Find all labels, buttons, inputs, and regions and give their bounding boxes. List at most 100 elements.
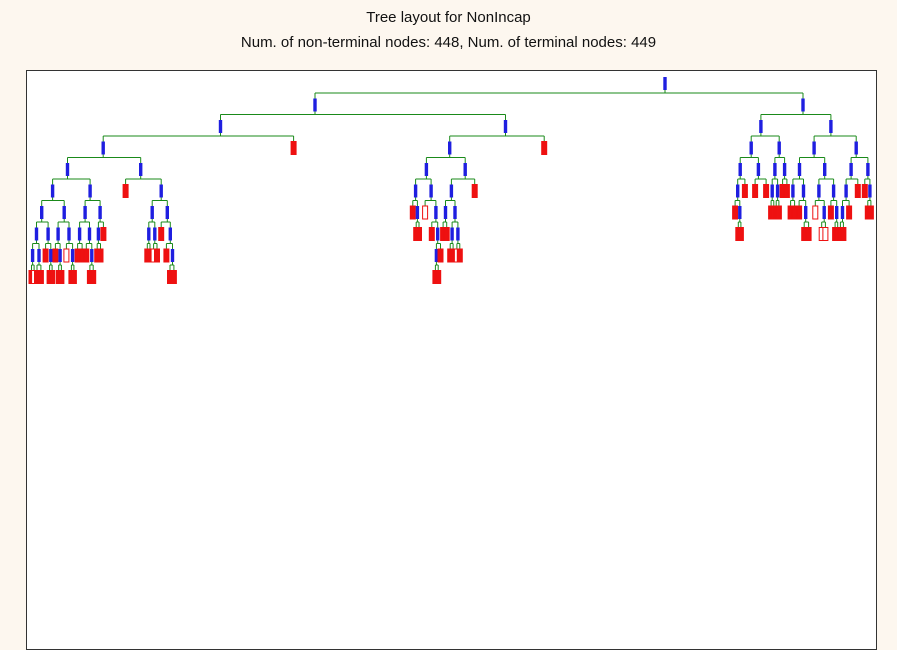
split-node xyxy=(456,227,460,241)
split-node xyxy=(58,249,62,262)
terminal-node xyxy=(163,248,170,263)
terminal-node xyxy=(49,270,56,284)
split-node xyxy=(165,206,169,219)
split-node xyxy=(782,163,787,176)
split-node xyxy=(170,249,175,262)
split-node xyxy=(62,206,66,219)
terminal-node xyxy=(154,248,160,263)
split-node xyxy=(313,98,317,112)
terminal-node xyxy=(867,205,874,220)
terminal-node xyxy=(422,205,429,220)
split-node xyxy=(153,227,157,241)
split-node xyxy=(448,141,452,155)
split-node xyxy=(96,227,101,241)
terminal-node xyxy=(763,184,770,198)
terminal-node xyxy=(443,227,450,241)
terminal-node xyxy=(812,205,819,220)
terminal-node xyxy=(805,227,812,241)
split-node xyxy=(829,120,833,133)
terminal-node xyxy=(428,227,435,241)
split-node xyxy=(823,163,827,176)
split-node xyxy=(791,184,795,198)
split-node xyxy=(840,206,845,219)
split-node xyxy=(70,249,75,262)
split-node xyxy=(429,184,433,198)
split-node xyxy=(663,77,667,90)
split-node xyxy=(449,184,454,198)
plot-subtitle: Num. of non-terminal nodes: 448, Num. of… xyxy=(240,34,657,51)
split-node xyxy=(90,249,94,262)
terminal-node xyxy=(416,227,422,241)
terminal-node xyxy=(854,184,861,198)
split-node xyxy=(817,184,821,198)
terminal-node xyxy=(741,184,748,198)
terminal-node xyxy=(170,270,177,284)
terminal-node xyxy=(846,205,853,220)
split-node xyxy=(218,120,223,133)
tree-layout xyxy=(28,77,874,284)
split-node xyxy=(797,163,802,176)
split-node xyxy=(835,206,839,219)
terminal-node xyxy=(83,248,90,263)
split-node xyxy=(868,184,872,198)
terminal-node xyxy=(435,270,442,284)
terminal-node xyxy=(822,227,829,241)
split-node xyxy=(50,184,55,198)
split-node xyxy=(866,163,870,176)
split-node xyxy=(77,227,82,241)
plot-title: Tree layout for NonIncap xyxy=(366,9,531,26)
terminal-node xyxy=(861,184,868,198)
terminal-node xyxy=(752,184,759,198)
plot-frame xyxy=(26,70,877,650)
split-node xyxy=(434,206,438,219)
terminal-node xyxy=(456,248,463,263)
terminal-node xyxy=(732,205,739,220)
terminal-node xyxy=(437,248,444,263)
terminal-node xyxy=(70,270,77,284)
split-node xyxy=(87,227,92,241)
terminal-node xyxy=(290,141,297,155)
split-node xyxy=(503,120,508,133)
split-node xyxy=(738,206,742,219)
terminal-node xyxy=(471,184,478,198)
split-node xyxy=(415,206,420,219)
terminal-node xyxy=(541,141,548,155)
terminal-node xyxy=(840,227,847,241)
split-node xyxy=(450,227,454,241)
split-node xyxy=(98,206,102,219)
terminal-node xyxy=(97,248,104,263)
split-node xyxy=(30,249,35,262)
split-node xyxy=(65,163,70,176)
terminal-node xyxy=(63,248,70,263)
split-node xyxy=(34,227,39,241)
split-node xyxy=(804,206,808,219)
terminal-node xyxy=(775,205,782,220)
terminal-node xyxy=(122,184,129,198)
split-node xyxy=(812,141,816,155)
split-node xyxy=(801,98,805,112)
split-node xyxy=(801,184,806,198)
terminal-node xyxy=(52,248,59,263)
split-node xyxy=(736,184,740,198)
split-node xyxy=(849,163,853,176)
terminal-node xyxy=(100,227,107,241)
title-block: Tree layout for NonIncap Num. of non-ter… xyxy=(0,8,897,52)
terminal-node xyxy=(158,227,165,241)
split-node xyxy=(168,227,172,241)
split-node xyxy=(756,163,761,176)
split-node xyxy=(101,141,105,155)
split-node xyxy=(759,120,763,133)
split-node xyxy=(150,206,154,219)
split-node xyxy=(83,206,87,219)
split-node xyxy=(88,184,92,198)
split-node xyxy=(770,184,774,198)
split-node xyxy=(67,227,71,241)
split-node xyxy=(775,184,780,198)
split-node xyxy=(436,227,440,241)
split-node xyxy=(749,141,753,155)
split-node xyxy=(443,206,448,219)
split-node xyxy=(453,206,457,219)
split-node xyxy=(777,141,781,155)
terminal-node xyxy=(737,227,744,241)
split-node xyxy=(40,206,44,219)
